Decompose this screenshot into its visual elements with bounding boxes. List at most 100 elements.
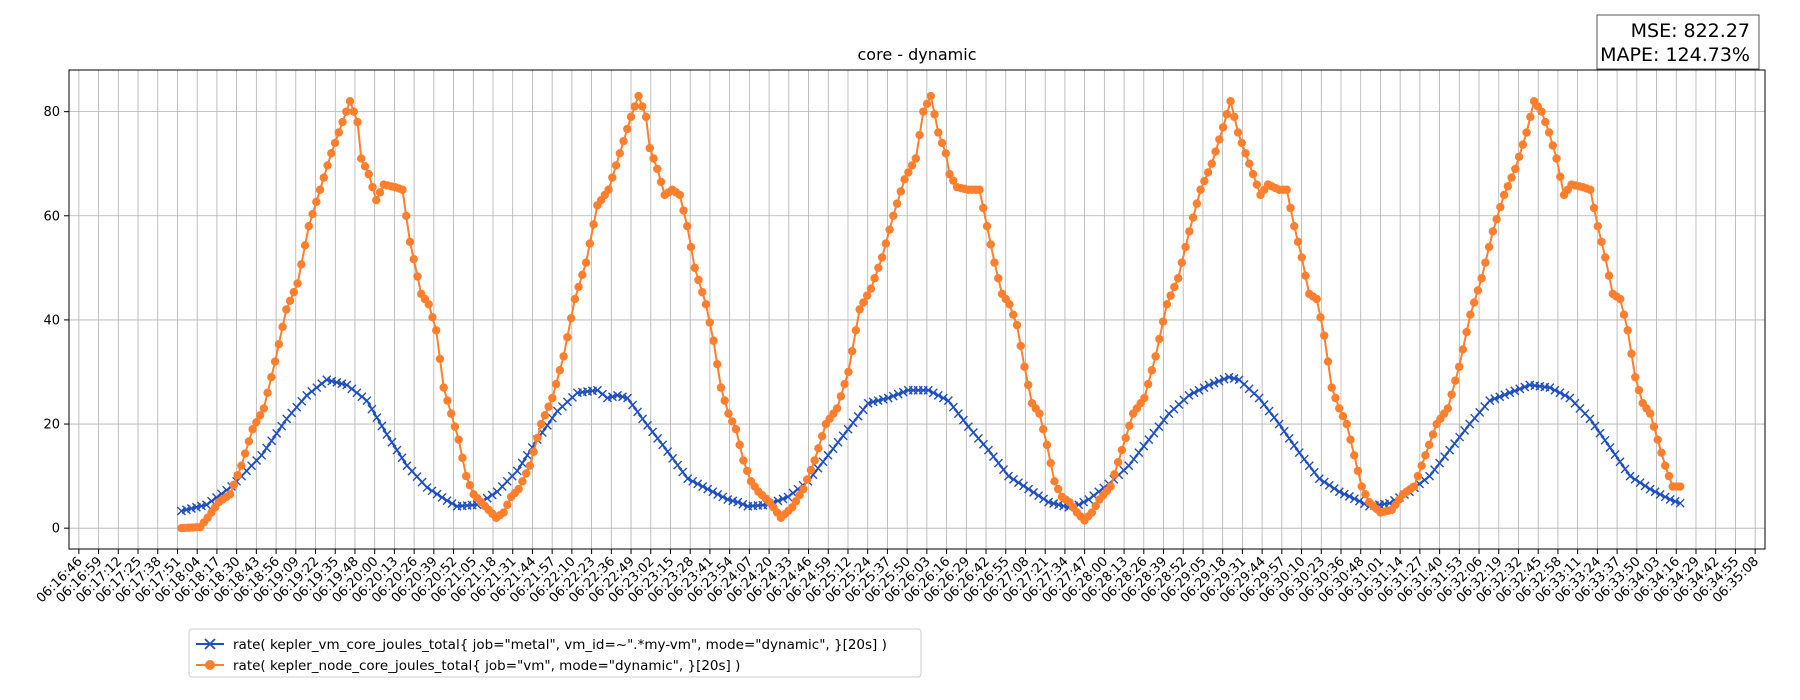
data-point: [678, 467, 688, 477]
data-point: [398, 185, 407, 194]
data-point: [517, 458, 527, 468]
data-point: [1203, 168, 1213, 177]
data-point: [267, 436, 277, 446]
data-point: [1155, 334, 1164, 344]
data-point: [1627, 349, 1636, 358]
data-point: [926, 91, 936, 101]
data-point: [487, 490, 497, 500]
data-point: [1469, 298, 1479, 307]
data-point: [262, 443, 272, 453]
data-point: [1481, 258, 1490, 267]
data-point: [1484, 242, 1494, 252]
data-point: [263, 388, 272, 398]
data-point: [1443, 404, 1453, 413]
data-point: [1054, 484, 1063, 494]
data-point: [1254, 393, 1264, 403]
data-point: [1435, 458, 1445, 468]
data-point: [982, 221, 992, 231]
data-point: [648, 427, 658, 437]
data-point: [735, 440, 744, 450]
data-point: [1004, 471, 1013, 481]
data-point: [547, 413, 557, 423]
data-point: [1520, 382, 1530, 392]
data-point: [317, 379, 327, 389]
data-point: [713, 359, 722, 369]
data-point: [848, 418, 858, 428]
data-point: [1619, 310, 1629, 319]
data-point: [1194, 385, 1204, 395]
data-point: [312, 197, 321, 207]
data-point: [1675, 498, 1685, 508]
data-point: [1320, 331, 1329, 340]
data-point: [1159, 415, 1169, 425]
data-point: [615, 149, 625, 158]
data-point: [409, 254, 418, 264]
data-point: [853, 411, 863, 421]
data-point: [443, 396, 452, 405]
data-point: [1425, 471, 1435, 481]
data-point: [986, 240, 995, 249]
data-point: [783, 492, 793, 502]
data-point: [1514, 152, 1524, 161]
data-point: [1117, 445, 1127, 455]
data-point: [1196, 185, 1205, 194]
data-point: [1314, 474, 1324, 484]
legend-marker-x: [204, 638, 216, 650]
data-point: [778, 494, 788, 504]
data-point: [1237, 138, 1247, 148]
data-point: [840, 379, 849, 389]
data-point: [1595, 428, 1605, 438]
data-point: [1550, 385, 1560, 395]
data-point: [1597, 237, 1606, 247]
data-point: [810, 456, 819, 465]
data-point: [1615, 457, 1625, 467]
series-vm: [176, 372, 1685, 516]
data-point: [1440, 452, 1450, 462]
data-point: [1039, 494, 1049, 504]
data-point: [1526, 112, 1535, 122]
data-point: [1279, 426, 1289, 436]
data-point: [866, 284, 876, 293]
legend-label-node: rate( kepler_node_core_joules_total{ job…: [233, 658, 740, 674]
data-point: [1181, 242, 1190, 252]
data-point: [1106, 482, 1115, 491]
data-point: [688, 476, 698, 486]
data-point: [259, 404, 269, 413]
data-point: [342, 380, 352, 390]
data-point: [1623, 326, 1632, 335]
data-point: [1020, 362, 1029, 371]
data-point: [357, 154, 366, 163]
data-point: [1650, 487, 1660, 497]
data-point: [1241, 149, 1250, 158]
data-point: [1329, 483, 1339, 493]
data-point: [405, 237, 415, 247]
data-point: [304, 221, 314, 231]
data-point: [1447, 390, 1456, 399]
data-point: [923, 385, 933, 395]
data-point: [1209, 378, 1219, 388]
data-point: [302, 390, 312, 400]
data-point: [525, 461, 535, 470]
data-point: [1284, 433, 1294, 443]
data-point: [589, 220, 598, 229]
data-point: [1522, 128, 1531, 137]
data-point: [353, 117, 362, 127]
data-point: [994, 274, 1003, 283]
data-point: [1158, 317, 1168, 326]
data-point: [855, 305, 864, 314]
data-point: [570, 294, 580, 304]
data-point: [422, 483, 432, 493]
data-point: [1548, 141, 1558, 150]
data-point: [1601, 253, 1610, 262]
data-point: [229, 480, 239, 489]
data-point: [1605, 442, 1615, 452]
data-point: [638, 102, 647, 111]
data-point: [372, 195, 381, 205]
data-point: [1430, 465, 1440, 475]
data-point: [1185, 227, 1194, 236]
data-point: [686, 242, 696, 252]
data-point: [1274, 419, 1284, 429]
data-point: [257, 450, 267, 460]
data-point: [928, 388, 938, 398]
data-point: [1218, 123, 1228, 132]
